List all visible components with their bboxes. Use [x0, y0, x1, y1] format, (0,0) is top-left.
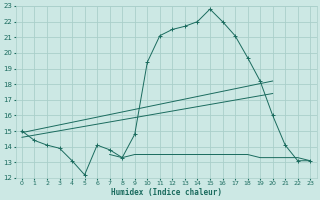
X-axis label: Humidex (Indice chaleur): Humidex (Indice chaleur)	[111, 188, 221, 197]
